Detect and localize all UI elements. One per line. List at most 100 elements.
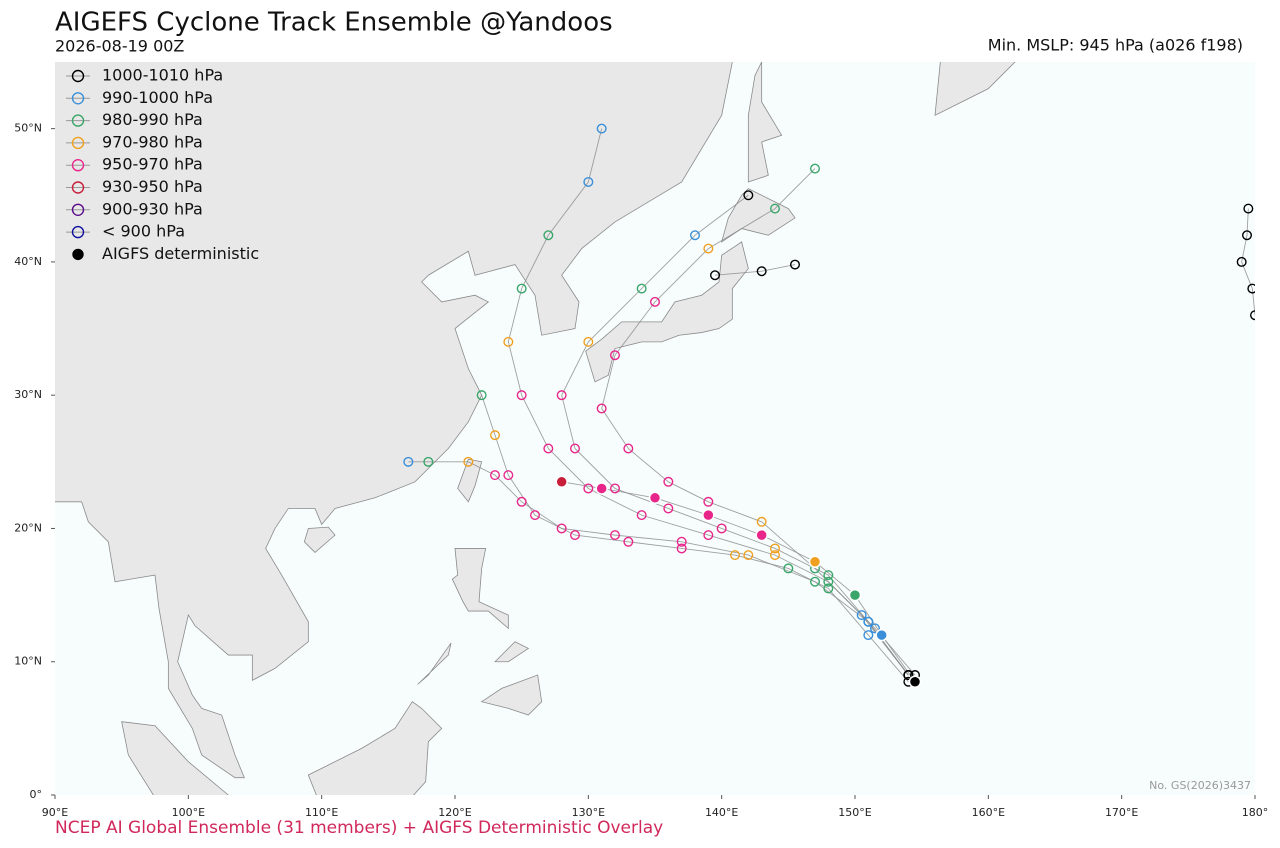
deterministic-point bbox=[808, 555, 822, 569]
track-line bbox=[507, 128, 916, 676]
track-point bbox=[690, 230, 701, 241]
track-point bbox=[403, 456, 414, 467]
track-point bbox=[476, 390, 487, 401]
y-tick-label: 0° bbox=[30, 788, 43, 801]
track-point bbox=[610, 483, 621, 494]
x-tick-label: 180° bbox=[1242, 806, 1269, 819]
x-tick-label: 110°E bbox=[305, 806, 338, 819]
track-point bbox=[503, 336, 514, 347]
info: Min. MSLP: 945 hPa (a026 f198) bbox=[988, 36, 1243, 55]
track-line bbox=[481, 395, 909, 683]
track-point bbox=[623, 443, 634, 454]
deterministic-point bbox=[908, 675, 922, 688]
legend-label: AIGFS deterministic bbox=[102, 244, 259, 263]
footer: NCEP AI Global Ensemble (31 members) + A… bbox=[55, 818, 663, 838]
track-point bbox=[716, 523, 727, 534]
legend-label: < 900 hPa bbox=[102, 222, 185, 241]
land bbox=[747, 62, 783, 183]
track-point bbox=[596, 123, 607, 134]
deterministic-point bbox=[648, 491, 662, 505]
deterministic-point bbox=[875, 628, 888, 642]
track-layer bbox=[403, 123, 1255, 688]
track-point bbox=[516, 390, 527, 401]
x-tick-label: 140°E bbox=[705, 806, 738, 819]
track-point bbox=[516, 496, 527, 507]
land-layer bbox=[55, 62, 1016, 795]
land bbox=[307, 701, 443, 795]
track-point bbox=[703, 243, 714, 254]
track-point bbox=[903, 670, 914, 681]
track-point bbox=[703, 530, 714, 541]
track-line bbox=[561, 194, 909, 676]
track-point bbox=[610, 350, 621, 361]
land bbox=[451, 548, 509, 630]
x-tick-label: 170°E bbox=[1105, 806, 1138, 819]
land bbox=[585, 241, 749, 383]
track-line bbox=[714, 264, 796, 276]
track-point bbox=[543, 230, 554, 241]
track-point bbox=[676, 536, 687, 547]
deterministic-point bbox=[848, 588, 862, 602]
legend-label: 970-980 hPa bbox=[102, 132, 203, 151]
deterministic-point bbox=[755, 528, 768, 542]
legend-label: 950-970 hPa bbox=[102, 155, 203, 174]
x-tick-label: 130°E bbox=[572, 806, 605, 819]
track-point bbox=[770, 543, 781, 554]
track-point bbox=[710, 270, 721, 281]
watermark: No. GS(2026)3437 bbox=[1149, 779, 1251, 792]
legend-marker bbox=[71, 69, 85, 83]
deterministic-point bbox=[702, 508, 715, 522]
legend-marker bbox=[71, 158, 85, 172]
track-line bbox=[601, 168, 909, 676]
track-point bbox=[823, 583, 834, 594]
legend-marker bbox=[71, 136, 85, 150]
track-point bbox=[490, 430, 501, 441]
title: AIGEFS Cyclone Track Ensemble @Yandoos bbox=[55, 8, 613, 38]
legend-marker bbox=[71, 114, 85, 127]
land bbox=[480, 674, 543, 716]
track-point bbox=[743, 550, 754, 561]
land bbox=[121, 721, 229, 795]
track-point bbox=[703, 496, 714, 507]
track-point bbox=[870, 623, 881, 634]
y-tick-label: 10°N bbox=[14, 655, 42, 668]
x-tick-label: 150°E bbox=[838, 806, 871, 819]
track-point bbox=[596, 403, 607, 414]
x-tick-label: 100°E bbox=[172, 806, 205, 819]
track-line bbox=[1241, 208, 1255, 316]
y-tick-label: 20°N bbox=[14, 521, 42, 534]
legend-label: 900-930 hPa bbox=[102, 199, 203, 218]
legend: 1000-1010 hPa 990-1000 hPa 980-990 hPa 970-… bbox=[66, 66, 259, 263]
x-tick-label: 120°E bbox=[438, 806, 471, 819]
track-point bbox=[823, 570, 834, 581]
deterministic-point bbox=[595, 482, 608, 495]
track-point bbox=[556, 523, 567, 534]
track-point bbox=[556, 390, 567, 401]
legend-marker bbox=[71, 203, 85, 217]
track-point bbox=[663, 476, 674, 487]
land bbox=[494, 641, 530, 663]
track-point bbox=[543, 443, 554, 454]
x-tick-label: 160°E bbox=[972, 806, 1005, 819]
track-point bbox=[1241, 230, 1252, 241]
track-point bbox=[770, 550, 781, 561]
track-point bbox=[743, 190, 754, 201]
land bbox=[303, 526, 336, 553]
x-tick-label: 90°E bbox=[42, 806, 68, 819]
track-point bbox=[810, 163, 821, 174]
track-point bbox=[856, 610, 867, 621]
track-point bbox=[583, 176, 594, 187]
legend-marker bbox=[71, 225, 85, 239]
track-point bbox=[623, 536, 634, 547]
track-point bbox=[423, 456, 434, 467]
track-point bbox=[650, 296, 661, 307]
land bbox=[55, 62, 733, 779]
track-point bbox=[823, 576, 834, 587]
track-point bbox=[463, 456, 474, 467]
track-point bbox=[756, 266, 767, 277]
track-point bbox=[570, 530, 581, 541]
land bbox=[417, 642, 452, 685]
axes: 90°E 100°E 110°E 120°E 130°E 140°E 150°E 160°E 1… bbox=[14, 122, 1268, 819]
